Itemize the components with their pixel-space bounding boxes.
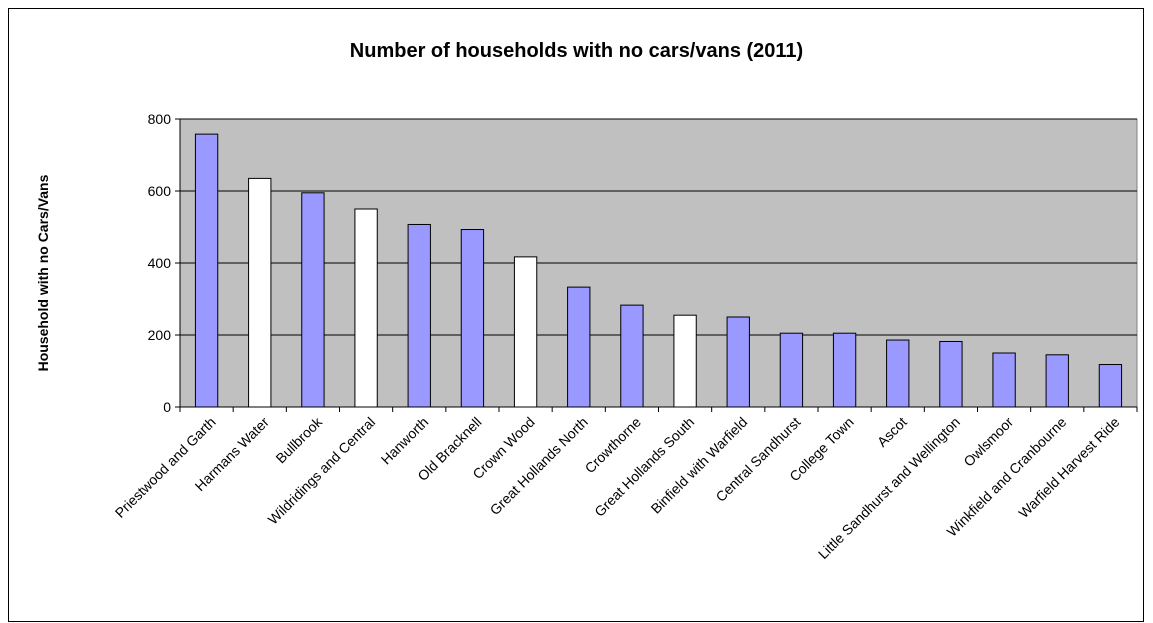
axes — [175, 118, 1138, 412]
bar — [407, 223, 431, 408]
x-tick-label: Warfield Harvest Ride — [1015, 414, 1122, 521]
y-axis-title: Household with no Cars/Vans — [35, 174, 51, 371]
x-tick-label: Bullbrook — [272, 413, 325, 466]
bar — [992, 352, 1016, 408]
bar — [354, 208, 378, 408]
bar — [726, 316, 750, 408]
bar — [460, 229, 485, 408]
x-tick-label: Hanworth — [378, 414, 432, 468]
bar — [620, 304, 644, 408]
x-tick-label: Owlsmoor — [960, 414, 1016, 470]
x-tick-label: Binfield with Warfield — [648, 414, 751, 517]
bar — [301, 192, 325, 408]
y-tick-label: 800 — [148, 111, 172, 127]
bar — [886, 339, 910, 408]
x-tick-label: Wildridings and Central — [265, 414, 379, 528]
bar — [248, 177, 272, 408]
bar — [939, 340, 963, 408]
y-tick-label: 600 — [148, 183, 172, 199]
bar — [567, 286, 591, 408]
gridlines — [180, 118, 1137, 336]
x-tick-label: Great Hollands North — [487, 414, 591, 518]
x-tick-label: Ascot — [874, 414, 910, 450]
bar — [1098, 364, 1123, 408]
bars — [194, 133, 1123, 408]
bar — [832, 332, 857, 408]
x-tick-label: Great Hollands South — [591, 414, 697, 520]
x-tick-label: Priestwood and Garth — [112, 414, 219, 521]
bar — [779, 332, 804, 408]
bar — [194, 133, 219, 408]
chart-title: Number of households with no cars/vans (… — [349, 40, 804, 62]
y-tick-label: 200 — [148, 327, 172, 343]
bar — [513, 256, 538, 408]
y-tick-label: 0 — [163, 399, 171, 415]
bar — [1045, 354, 1069, 408]
y-tick-label: 400 — [148, 255, 172, 271]
bar — [673, 314, 697, 408]
